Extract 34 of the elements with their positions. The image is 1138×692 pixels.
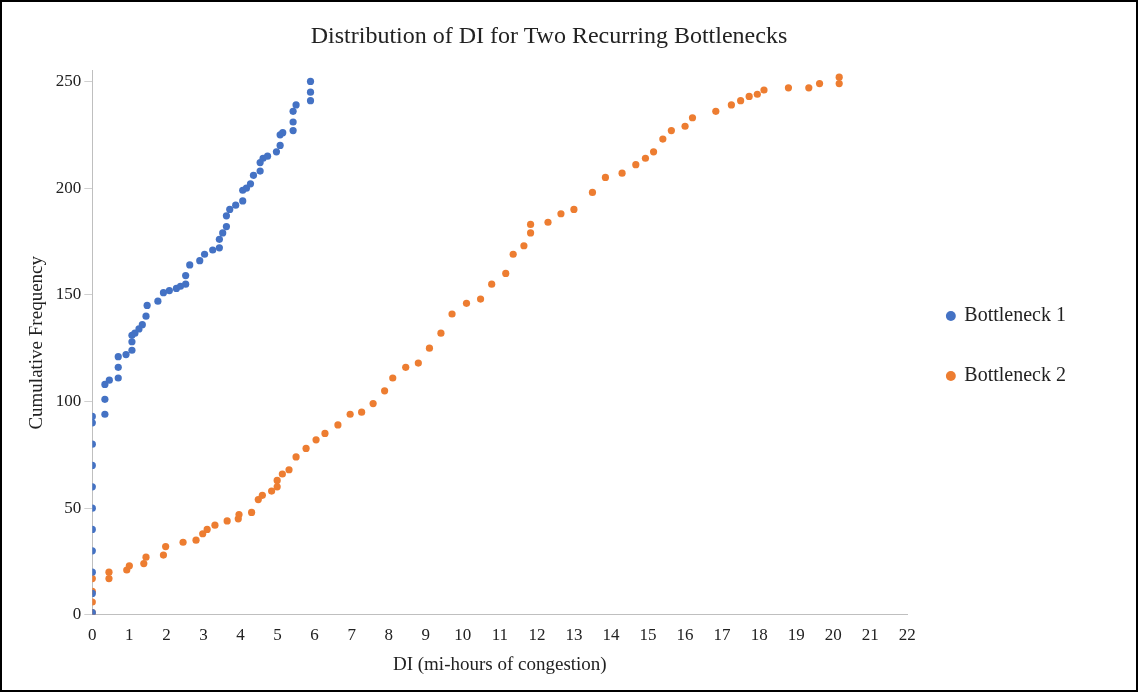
x-tick-label: 2 [162, 625, 171, 645]
x-tick-label: 4 [236, 625, 246, 645]
y-tick-label: 0 [72, 604, 82, 624]
legend-label: Bottleneck 2 [964, 363, 1066, 386]
x-tick-label: 5 [273, 625, 282, 645]
x-tick-label: 18 [750, 625, 768, 645]
x-tick-label: 19 [787, 625, 805, 645]
x-tick-label: 6 [310, 625, 319, 645]
x-tick-label: 0 [88, 625, 97, 645]
y-tick-label: 100 [55, 390, 82, 410]
y-axis-title: Cumulative Frequency [25, 255, 47, 430]
y-tick-label: 150 [55, 284, 82, 304]
x-tick-label: 3 [199, 625, 208, 645]
y-tick-label: 200 [55, 177, 82, 197]
x-tick-label: 17 [713, 625, 732, 645]
x-tick-label: 14 [602, 625, 620, 645]
x-axis-title: DI (mi-hours of congestion) [392, 652, 607, 675]
x-tick-label: 21 [861, 625, 879, 645]
x-tick-label: 7 [347, 625, 357, 645]
x-tick-label: 12 [528, 625, 546, 645]
chart-title: Distribution of DI for Two Recurring Bottlenecks [310, 21, 788, 48]
x-tick-label: 16 [676, 625, 694, 645]
legend-label: Bottleneck 1 [964, 303, 1066, 326]
x-tick-label: 10 [454, 625, 472, 645]
x-tick-label: 8 [384, 625, 393, 645]
x-tick-label: 22 [898, 625, 916, 645]
x-tick-label: 9 [421, 625, 430, 645]
x-tick-label: 11 [491, 625, 509, 645]
x-tick-label: 1 [125, 625, 134, 645]
x-tick-label: 15 [639, 625, 657, 645]
x-tick-label: 13 [565, 625, 583, 645]
x-tick-label: 20 [824, 625, 842, 645]
y-tick-label: 50 [64, 497, 82, 517]
y-tick-label: 250 [55, 70, 82, 90]
